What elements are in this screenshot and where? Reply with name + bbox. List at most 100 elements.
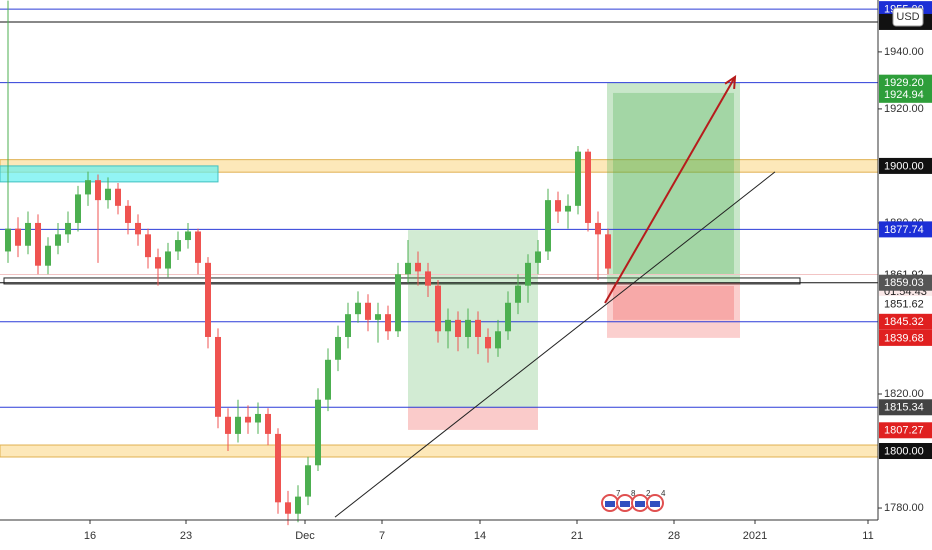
x-tick-label: 2021 [743, 530, 767, 542]
candle-body [85, 180, 91, 195]
candle-body [115, 188, 121, 206]
y-tick-label: 1920.00 [884, 103, 924, 115]
price-label: 1877.74 [884, 224, 924, 236]
x-tick-label: 21 [571, 530, 583, 542]
candle-body [165, 251, 171, 269]
candle-body [595, 222, 601, 235]
price-label-box [879, 274, 932, 291]
candle-body [135, 222, 141, 235]
y-tick-label: 1820.00 [884, 388, 924, 400]
candle-body [525, 262, 531, 286]
price-label-box [879, 74, 932, 91]
zone [607, 282, 740, 338]
x-tick-label: 16 [84, 530, 96, 542]
candle-body [565, 205, 571, 212]
currency-box[interactable] [892, 7, 924, 27]
event-count: 2 [646, 489, 651, 498]
event-count: 7 [616, 489, 621, 498]
zone [0, 165, 219, 183]
candle-body [575, 151, 581, 206]
candle-body [355, 302, 361, 315]
candle-body [435, 285, 441, 332]
candle-body [265, 413, 271, 434]
candle-body [465, 319, 471, 337]
candle-body [385, 314, 391, 332]
y-tick-label: 1940.00 [884, 46, 924, 58]
price-label: 1807.27 [884, 425, 924, 437]
price-label: 1859.03 [884, 277, 924, 289]
candle-body [155, 257, 161, 269]
candle-body [35, 222, 41, 266]
candle-body [275, 433, 281, 503]
price-label: 1851.62 [884, 298, 924, 310]
candle-body [455, 319, 461, 337]
candle-body [305, 465, 311, 497]
price-label-box [879, 422, 932, 439]
candle-body [545, 200, 551, 252]
candle-body [495, 331, 501, 349]
candle-body [365, 302, 371, 320]
event-flag [650, 501, 660, 507]
candle-body [25, 222, 31, 246]
x-tick-label: 28 [668, 530, 680, 542]
candle-body [205, 262, 211, 337]
candle-body [255, 413, 261, 423]
x-tick-label: Dec [295, 530, 315, 542]
currency: USD [896, 11, 919, 23]
price-label-box [879, 443, 932, 460]
candle-body [415, 262, 421, 272]
zone [408, 230, 538, 408]
event-count: 4 [661, 489, 666, 498]
event-flag [605, 501, 615, 507]
candle-body [195, 231, 201, 263]
candle-body [145, 234, 151, 258]
candle-body [485, 336, 491, 349]
event-flag [635, 501, 645, 507]
price-label: 1800.00 [884, 445, 924, 457]
candle-body [335, 336, 341, 360]
x-tick-label: 7 [379, 530, 385, 542]
price-label-box [879, 157, 932, 174]
price-label-box [879, 399, 932, 416]
candle-body [5, 228, 11, 252]
candle-body [125, 205, 131, 223]
zone [0, 444, 879, 458]
candle-body [505, 302, 511, 332]
candle-body [15, 228, 21, 246]
price-label: 1929.20 [884, 77, 924, 89]
x-tick-label: 14 [474, 530, 486, 542]
candle-body [245, 416, 251, 423]
arrow [604, 76, 736, 304]
event-count: 8 [631, 489, 636, 498]
price-label: 1924.94 [884, 89, 924, 101]
candle-body [215, 336, 221, 417]
y-tick-label: 1780.00 [884, 502, 924, 514]
candle-body [395, 274, 401, 332]
candle-body [605, 234, 611, 269]
candle-body [445, 319, 451, 332]
candle-body [75, 194, 81, 223]
arrow-head [724, 74, 737, 90]
candle-body [375, 314, 381, 320]
zone [613, 285, 734, 320]
price-label: 1815.34 [884, 402, 924, 414]
candle-body [585, 151, 591, 223]
candle-body [405, 262, 411, 275]
candle-body [95, 180, 101, 201]
candle-body [225, 416, 231, 434]
candle-body [185, 231, 191, 241]
price-label-box [879, 329, 932, 346]
candle-body [325, 359, 331, 400]
candle-body [295, 496, 301, 514]
price-label-box [879, 313, 932, 330]
x-tick-label: 11 [862, 530, 873, 542]
candle-body [45, 245, 51, 266]
zone [3, 277, 801, 285]
candle-body [105, 188, 111, 201]
x-tick-label: 23 [180, 530, 192, 542]
candle-body [535, 251, 541, 263]
price-label-box [879, 86, 932, 103]
